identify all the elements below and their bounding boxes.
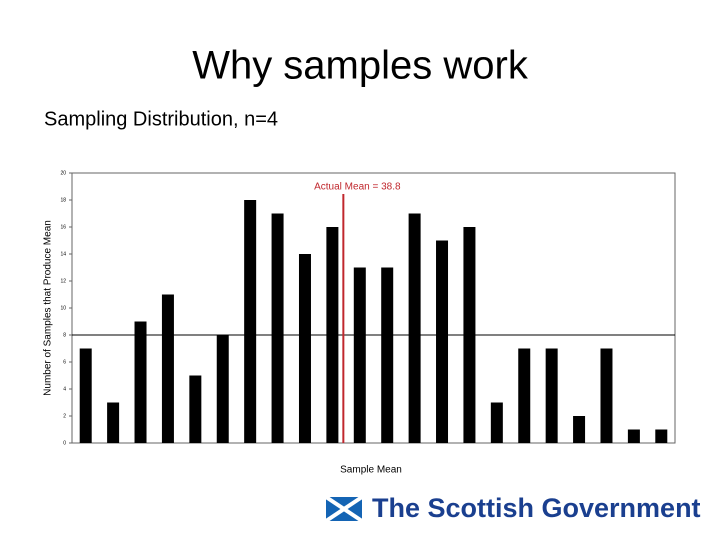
bar <box>244 200 257 443</box>
bar <box>271 213 284 443</box>
bar <box>573 416 586 443</box>
bar <box>627 429 640 443</box>
y-tick-label: 6 <box>63 359 66 365</box>
bar <box>134 321 147 443</box>
y-tick-label: 14 <box>60 251 66 257</box>
slide-title: Why samples work <box>192 44 529 88</box>
bar <box>216 335 229 443</box>
bar <box>490 402 503 443</box>
bar <box>518 348 531 443</box>
flag-cross <box>324 495 364 523</box>
bar <box>436 240 449 443</box>
bar <box>161 294 174 443</box>
bar <box>353 267 366 443</box>
y-tick-label: 4 <box>63 386 66 392</box>
y-tick-label: 10 <box>60 305 66 311</box>
logo-text: The Scottish Government <box>372 493 701 523</box>
logo: The Scottish Government <box>324 493 701 523</box>
bar <box>326 227 339 443</box>
bar <box>79 348 92 443</box>
y-tick-label: 2 <box>63 413 66 419</box>
bar <box>545 348 558 443</box>
bar <box>298 254 311 443</box>
y-tick-label: 12 <box>60 278 66 284</box>
bar <box>107 402 120 443</box>
bar <box>381 267 394 443</box>
x-axis-label: Sample Mean <box>340 465 402 476</box>
bar <box>189 375 202 443</box>
y-axis-label: Number of Samples that Produce Mean <box>43 220 54 396</box>
subtitle: Sampling Distribution, n=4 <box>44 108 278 130</box>
y-tick-label: 16 <box>60 224 66 230</box>
bar <box>408 213 421 443</box>
y-tick-label: 0 <box>63 440 66 446</box>
bar <box>655 429 668 443</box>
y-tick-label: 18 <box>60 197 66 203</box>
y-tick-label: 8 <box>63 332 66 338</box>
y-tick-label: 20 <box>60 170 66 176</box>
bar <box>600 348 613 443</box>
mean-label: Actual Mean = 38.8 <box>314 182 401 193</box>
bar <box>463 227 476 443</box>
